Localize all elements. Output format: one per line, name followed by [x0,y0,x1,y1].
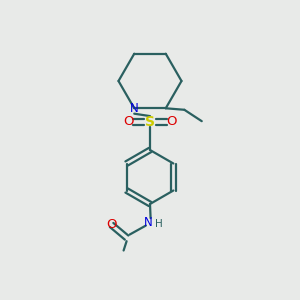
Text: N: N [130,102,139,115]
Text: O: O [123,115,134,128]
Text: N: N [144,216,153,229]
Text: H: H [155,219,163,229]
Text: O: O [166,115,177,128]
Text: S: S [145,115,155,128]
Text: O: O [106,218,117,232]
